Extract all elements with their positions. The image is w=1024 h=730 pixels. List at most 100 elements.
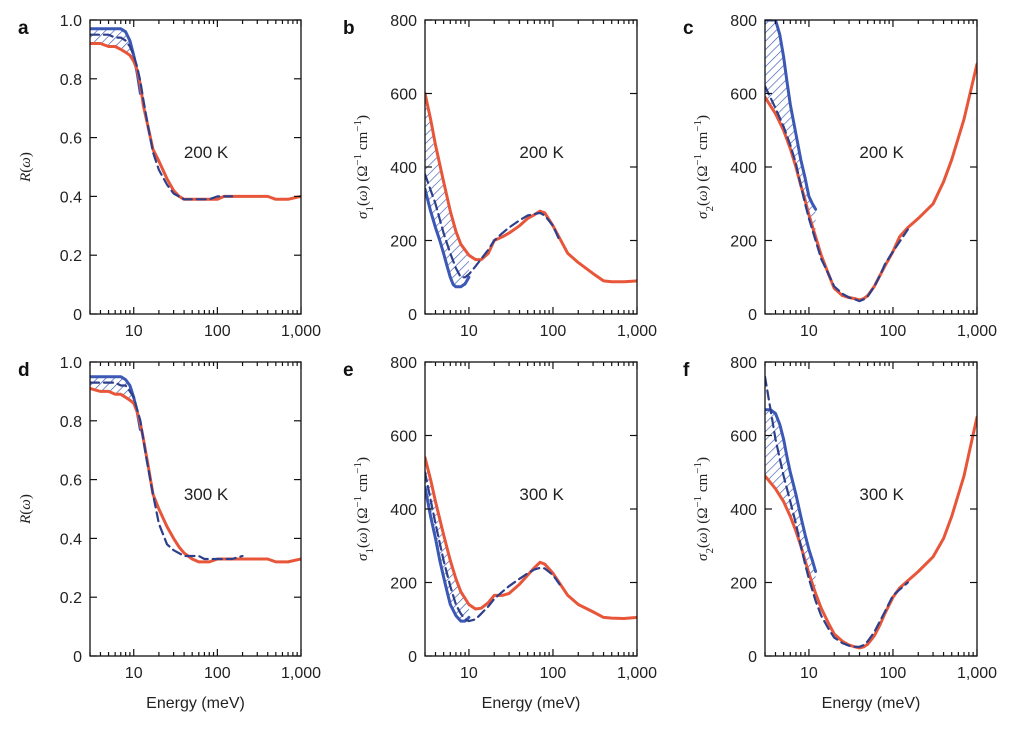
y-tick-label: 0.4	[60, 189, 82, 206]
x-tick-label: 1,000	[617, 323, 657, 340]
series-dashed-blue	[765, 85, 909, 303]
plot-area	[765, 375, 977, 650]
x-tick-label: 1,000	[957, 323, 997, 340]
panel-e: 10 100 1,000 0 200 400 600 800 σ1(ω) (Ω−1 cm−1) e…	[343, 355, 657, 712]
y-tick-label: 800	[730, 355, 757, 372]
y-tick-label: 600	[730, 87, 757, 104]
y-tick-label: 600	[730, 429, 757, 446]
y-tick-label: 0.6	[60, 131, 82, 148]
x-tick-label: 10	[460, 323, 478, 340]
x-tick-label: 100	[204, 323, 231, 340]
y-axis-label: σ2(ω) (Ω−1 cm−1)	[692, 115, 716, 219]
y-tick-label: 800	[730, 13, 757, 30]
plot-area	[425, 92, 637, 289]
series-solid-blue	[425, 187, 471, 289]
x-tick-label: 10	[125, 665, 143, 682]
x-tick-label: 10	[800, 323, 818, 340]
plot-frame	[89, 19, 302, 315]
x-tick-label: 100	[540, 665, 567, 682]
series-dashed-blue	[765, 375, 909, 648]
x-tick-label: 1,000	[617, 665, 657, 682]
y-tick-label: 600	[390, 87, 417, 104]
y-tick-label: 0.8	[60, 414, 82, 431]
y-axis-label: R(ω)	[18, 152, 34, 183]
y-tick-label: 0	[748, 649, 757, 666]
x-tick-label: 1,000	[281, 665, 321, 682]
y-tick-label: 0.4	[60, 531, 82, 548]
y-tick-label: 0.6	[60, 473, 82, 490]
y-tick-label: 0	[73, 649, 82, 666]
series-solid-red	[765, 62, 977, 302]
x-tick-label: 100	[540, 323, 567, 340]
y-tick-label: 0	[408, 649, 417, 666]
y-tick-label: 400	[390, 502, 417, 519]
panel-letter: a	[18, 18, 29, 39]
y-tick-label: 0.2	[60, 248, 82, 265]
y-tick-label: 600	[390, 429, 417, 446]
series-dashed-blue	[90, 381, 244, 561]
x-tick-label: 10	[800, 665, 818, 682]
y-tick-label: 0	[748, 307, 757, 324]
panel-letter: f	[683, 360, 690, 381]
y-tick-label: 0	[73, 307, 82, 324]
series-dashed-blue	[90, 33, 234, 201]
y-tick-label: 400	[730, 160, 757, 177]
panel-letter: d	[18, 360, 30, 381]
panel-d: 10 100 1,000 0 0.2 0.4 0.6 0.8 1.0 R(ω) d 300 K Ener…	[18, 355, 321, 712]
y-tick-label: 200	[390, 576, 417, 593]
temperature-label: 300 K	[519, 485, 564, 504]
panel-b: 10 100 1,000 0 200 400 600 800 σ1(ω) (Ω−1 cm−1) b…	[343, 13, 657, 340]
temperature-label: 300 K	[859, 485, 904, 504]
plot-area	[765, 20, 977, 303]
series-dashed-blue	[425, 173, 561, 279]
y-axis-label: σ1(ω) (Ω−1 cm−1)	[352, 115, 376, 219]
panel-letter: b	[343, 18, 355, 39]
series-solid-red	[90, 387, 301, 564]
series-solid-blue	[765, 20, 818, 211]
temperature-label: 300 K	[184, 485, 229, 504]
panel-c: 10 100 1,000 0 200 400 600 800 σ2(ω) (Ω−1 cm−1) c…	[683, 13, 997, 340]
plot-area	[90, 375, 301, 564]
y-axis-label: σ1(ω) (Ω−1 cm−1)	[352, 457, 376, 561]
y-tick-label: 0	[408, 307, 417, 324]
y-tick-label: 800	[390, 13, 417, 30]
series-solid-blue	[765, 408, 818, 573]
y-tick-label: 0.8	[60, 72, 82, 89]
y-tick-label: 0.2	[60, 590, 82, 607]
series-solid-red	[425, 92, 637, 284]
series-solid-red	[425, 456, 637, 620]
x-tick-label: 10	[125, 323, 143, 340]
series-solid-red	[90, 42, 301, 201]
y-tick-label: 200	[390, 234, 417, 251]
y-tick-label: 1.0	[60, 13, 82, 30]
x-tick-label: 10	[460, 665, 478, 682]
y-tick-label: 200	[730, 234, 757, 251]
x-axis-label: Energy (meV)	[482, 695, 581, 712]
x-tick-label: 100	[204, 665, 231, 682]
y-axis-label: σ2(ω) (Ω−1 cm−1)	[692, 457, 716, 561]
y-tick-label: 400	[390, 160, 417, 177]
hatched-region	[765, 20, 816, 237]
temperature-label: 200 K	[519, 143, 564, 162]
x-tick-label: 100	[880, 665, 907, 682]
x-tick-label: 1,000	[281, 323, 321, 340]
series-solid-blue	[425, 485, 471, 623]
temperature-label: 200 K	[184, 143, 229, 162]
y-tick-label: 800	[390, 355, 417, 372]
panel-letter: e	[343, 360, 354, 381]
y-tick-label: 1.0	[60, 355, 82, 372]
x-axis-label: Energy (meV)	[822, 695, 921, 712]
panel-a: 10 100 1,000 0 0.2 0.4 0.6 0.8 1.0 R(ω) a 200 K	[18, 13, 321, 340]
series-dashed-blue	[425, 471, 561, 623]
y-tick-label: 400	[730, 502, 757, 519]
x-tick-label: 100	[880, 323, 907, 340]
panel-letter: c	[683, 18, 694, 39]
panel-f: 10 100 1,000 0 200 400 600 800 σ2(ω) (Ω−1 cm−1) f…	[683, 355, 997, 712]
plot-area	[425, 456, 637, 623]
y-axis-label: R(ω)	[18, 494, 34, 525]
x-tick-label: 1,000	[957, 665, 997, 682]
plot-area	[90, 27, 301, 201]
temperature-label: 200 K	[859, 143, 904, 162]
plot-frame	[89, 361, 302, 657]
